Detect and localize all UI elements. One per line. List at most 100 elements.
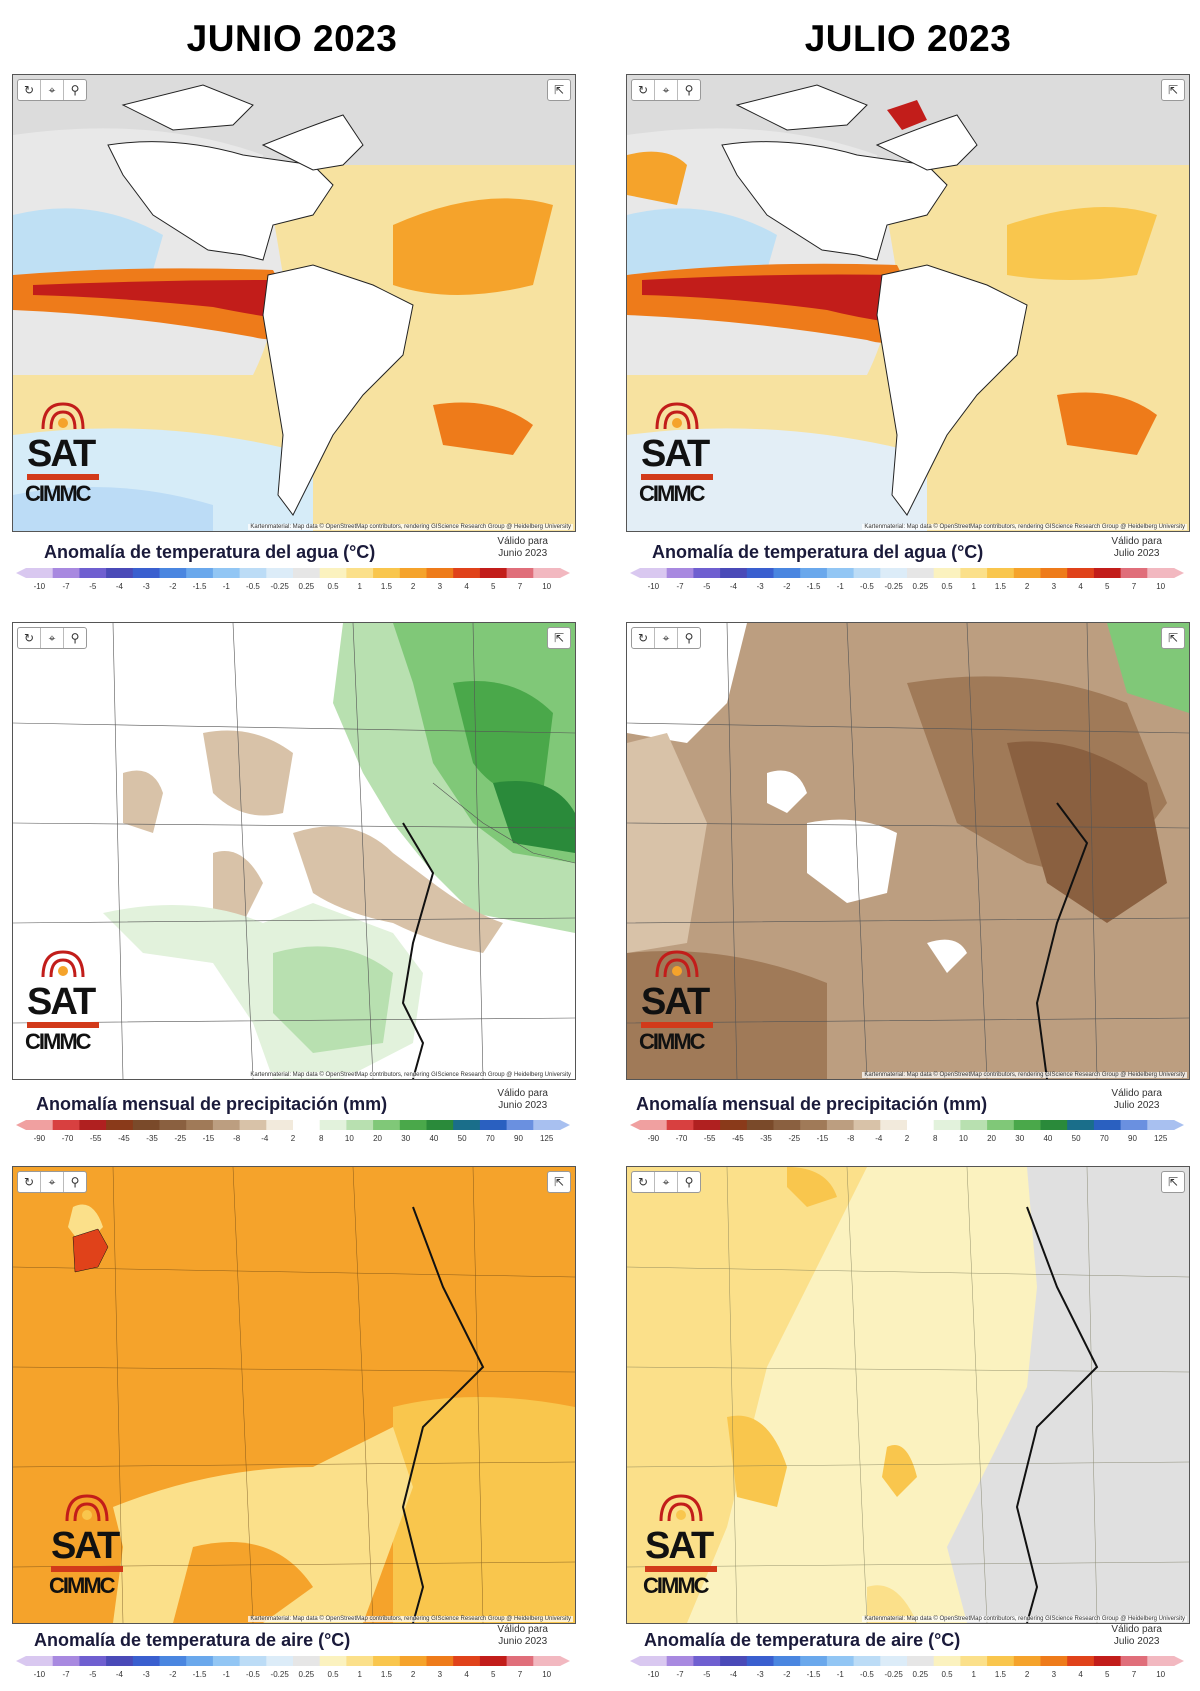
refresh-icon[interactable]: ↻	[18, 80, 41, 100]
colorbar-tick-label: 50	[1072, 1134, 1081, 1143]
colorbar-tick-label: -0.5	[246, 1670, 260, 1679]
colorbar: -90 -70 -55 -45 -35 -25 -15 -8 -4 2 8 10 20 30 40 50 70 9…	[630, 1120, 1184, 1143]
colorbar-tick-label: -55	[704, 1134, 716, 1143]
colorbar-segment	[79, 568, 107, 578]
colorbar-tick-label: 8	[933, 1134, 938, 1143]
colorbar-segment	[52, 568, 80, 578]
colorbar-tick-label: -7	[62, 582, 70, 591]
colorbar-segment	[373, 568, 401, 578]
search-icon[interactable]: ⚲	[70, 1175, 80, 1189]
locate-icon[interactable]: ⌖	[655, 628, 678, 648]
search-icon[interactable]: ⚲	[684, 1175, 694, 1189]
refresh-icon[interactable]: ↻	[18, 628, 41, 648]
map-attribution: Kartenmaterial: Map data © OpenStreetMap…	[248, 1616, 573, 1622]
air-temp-map-july[interactable]: ↻ ⌖ ⚲ ⇱ SAT CIMMC Kartenmaterial: Map da…	[626, 1166, 1190, 1624]
share-icon[interactable]: ⇱	[547, 1171, 571, 1193]
colorbar-tick-label: 4	[464, 582, 469, 591]
precip-map-june[interactable]: ↻ ⌖ ⚲ ⇱ SAT CIMMC Kartenmaterial: Map da…	[12, 622, 576, 1080]
logo-strip	[645, 1566, 717, 1572]
colorbar-tick-label: 40	[1043, 1134, 1052, 1143]
refresh-icon[interactable]: ↻	[632, 628, 655, 648]
search-icon[interactable]: ⚲	[70, 83, 80, 97]
refresh-icon[interactable]: ↻	[632, 80, 655, 100]
locate-icon[interactable]: ⌖	[655, 80, 678, 100]
colorbar-tick-label: 1	[972, 582, 977, 591]
share-icon[interactable]: ⇱	[1161, 627, 1185, 649]
colorbar-tick-label: 2	[411, 1670, 416, 1679]
share-icon[interactable]: ⇱	[547, 627, 571, 649]
colorbar-segment	[399, 1120, 427, 1130]
colorbar-tick-label: -0.25	[271, 582, 290, 591]
colorbar-segment	[1147, 1120, 1175, 1130]
colorbar-tick-label: 2	[905, 1134, 910, 1143]
colorbar-segment	[453, 1656, 481, 1666]
colorbar-tick-label: 70	[486, 1134, 495, 1143]
colorbar-segment	[826, 1656, 855, 1666]
colorbar-tick-label: 10	[1156, 582, 1165, 591]
colorbar-tick-label: 1.5	[995, 1670, 1007, 1679]
share-icon[interactable]: ⇱	[1161, 79, 1185, 101]
logo-sat-text: SAT	[27, 433, 96, 475]
sst-map-june[interactable]: ↻ ⌖ ⚲ ⇱ SAT CIMMC Kartenmaterial: Map da…	[12, 74, 576, 532]
colorbar-segment	[666, 1656, 694, 1666]
colorbar-segment	[346, 1120, 374, 1130]
colorbar-segment	[1040, 568, 1068, 578]
refresh-icon[interactable]: ↻	[18, 1172, 41, 1192]
logo-cimmc-text: CIMMC	[49, 1573, 116, 1598]
valid-for: Válido para Junio 2023	[497, 536, 548, 559]
colorbar-tick-label: -35	[146, 1134, 158, 1143]
colorbar-tick-label: -8	[233, 1134, 241, 1143]
antenna-icon	[41, 402, 85, 430]
refresh-icon[interactable]: ↻	[632, 1172, 655, 1192]
locate-icon[interactable]: ⌖	[41, 1172, 64, 1192]
share-icon[interactable]: ⇱	[547, 79, 571, 101]
colorbar-tick-label: -2	[169, 1670, 177, 1679]
colorbar-tick-label: -7	[62, 1670, 70, 1679]
air-temp-map-june[interactable]: ↻ ⌖ ⚲ ⇱ SAT CIMMC Kartenmaterial: Map da…	[12, 1166, 576, 1624]
precip-map-july[interactable]: ↻ ⌖ ⚲ ⇱ SAT CIMMC Kartenmaterial: Map da…	[626, 622, 1190, 1080]
colorbar-tick-label: 70	[1100, 1134, 1109, 1143]
sst-map-july[interactable]: ↻ ⌖ ⚲ ⇱ SAT CIMMC Kartenmaterial: Map da…	[626, 74, 1190, 532]
colorbar-tick-label: 7	[518, 1670, 523, 1679]
colorbar-tick-label: 3	[1052, 582, 1057, 591]
colorbar-segment	[826, 1120, 855, 1130]
map-attribution: Kartenmaterial: Map data © OpenStreetMap…	[862, 1072, 1187, 1078]
colorbar: -10 -7 -5 -4 -3 -2 -1.5 -1 -0.5 -0.25 0.25 0.5 1 1.5 2…	[16, 1656, 570, 1679]
colorbar-tick-label: -0.25	[885, 1670, 904, 1679]
colorbar-tick-label: 90	[1128, 1134, 1137, 1143]
sat-cimmc-logo: SAT CIMMC	[637, 399, 719, 509]
sat-cimmc-logo: SAT CIMMC	[641, 1491, 723, 1601]
colorbar-tick-label: 1.5	[995, 582, 1007, 591]
colorbar-segment	[186, 568, 214, 578]
colorbar-tick-label: 0.25	[913, 582, 929, 591]
colorbar-segment	[1040, 1120, 1068, 1130]
logo-strip	[27, 1022, 99, 1028]
locate-icon[interactable]: ⌖	[41, 80, 64, 100]
map-attribution: Kartenmaterial: Map data © OpenStreetMap…	[248, 1072, 573, 1078]
colorbar-segment	[1120, 1120, 1148, 1130]
colorbar-segment	[800, 568, 828, 578]
colorbar-segment	[933, 568, 961, 578]
colorbar-tick-label: 3	[438, 1670, 443, 1679]
locate-icon[interactable]: ⌖	[41, 628, 64, 648]
colorbar-tick-label: -5	[703, 1670, 711, 1679]
colorbar-tick-label: 0.5	[327, 582, 339, 591]
search-icon[interactable]: ⚲	[70, 631, 80, 645]
share-icon[interactable]: ⇱	[1161, 1171, 1185, 1193]
search-icon[interactable]: ⚲	[684, 631, 694, 645]
colorbar-arrow-left	[630, 568, 640, 578]
locate-icon[interactable]: ⌖	[655, 1172, 678, 1192]
colorbar-segment	[720, 568, 748, 578]
colorbar-segment	[720, 1656, 748, 1666]
colorbar-tick-label: 4	[1078, 582, 1083, 591]
colorbar-segment	[426, 568, 454, 578]
colorbar-segment	[746, 1656, 774, 1666]
logo-cimmc-text: CIMMC	[639, 481, 706, 506]
search-icon[interactable]: ⚲	[684, 83, 694, 97]
colorbar-segment	[373, 1120, 401, 1130]
map-attribution: Kartenmaterial: Map data © OpenStreetMap…	[862, 1616, 1187, 1622]
colorbar-segment	[826, 568, 855, 578]
legend-title: Anomalía mensual de precipitación (mm)	[636, 1094, 988, 1114]
colorbar-segment	[746, 1120, 774, 1130]
colorbar-segment	[773, 568, 801, 578]
